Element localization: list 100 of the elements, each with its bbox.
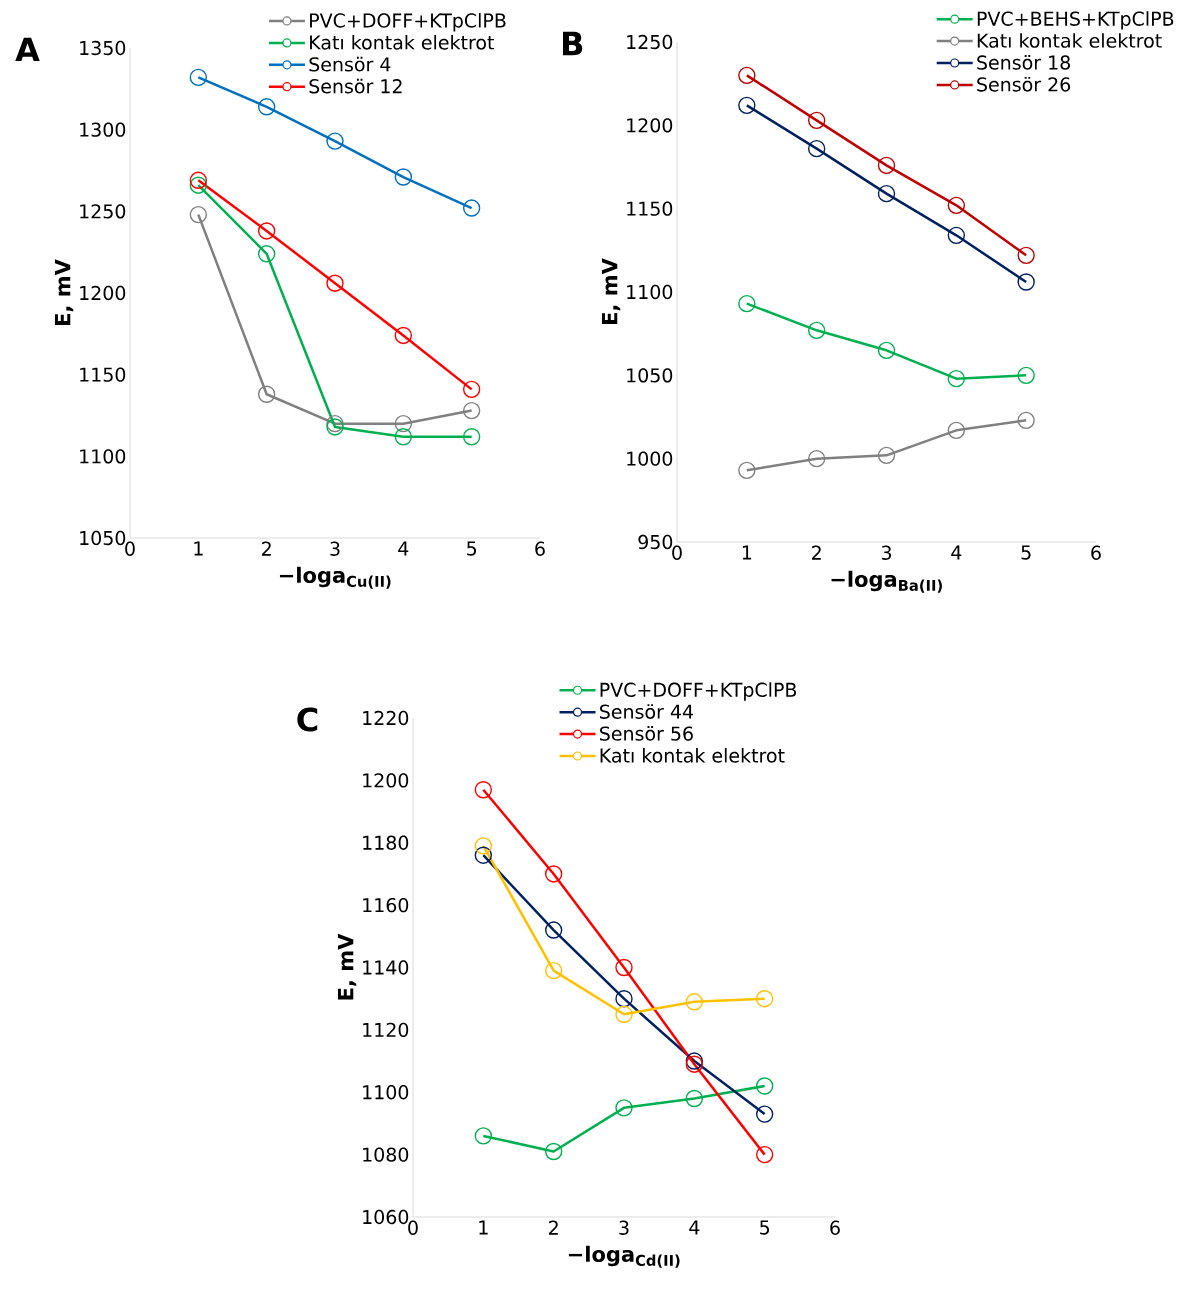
point [877, 341, 896, 360]
point [615, 1005, 633, 1023]
y-axis-title: E, mV [337, 933, 357, 1000]
chart-title: B [562, 31, 583, 56]
x-tick-label: 0 [408, 1220, 418, 1235]
point [189, 171, 208, 189]
point [474, 846, 493, 864]
y-tick-label: 1200 [627, 118, 673, 133]
point [189, 176, 208, 194]
y-tick-label: 1100 [80, 449, 126, 464]
x-tick-label: 2 [262, 541, 271, 556]
legend-label: Sensör 44 [600, 704, 694, 719]
point [474, 1127, 493, 1145]
y-tick-label: 1200 [80, 285, 126, 301]
x-axis-title: −loga$_{Ba(II)}$ [831, 570, 942, 593]
point [738, 96, 756, 115]
x-tick-label: 0 [672, 545, 682, 560]
legend-label: Sensör 26 [977, 76, 1071, 92]
chart-title: A [15, 37, 40, 62]
point [755, 989, 774, 1008]
x-tick-label: 5 [467, 541, 477, 556]
y-tick-label: 1120 [363, 1022, 409, 1038]
point [1017, 411, 1035, 430]
point [807, 111, 826, 130]
point [544, 921, 563, 939]
point [257, 245, 276, 263]
point [615, 1099, 633, 1117]
y-axis-title: E, mV [54, 259, 74, 325]
point [738, 66, 756, 85]
y-tick-label: 1000 [627, 451, 673, 466]
point [807, 139, 826, 158]
x-tick-label: 6 [1091, 545, 1101, 560]
legend-label: Sensör 4 [309, 56, 391, 72]
x-tick-label: 3 [619, 1220, 629, 1235]
legend-label: Katı kontak elektrot [310, 34, 494, 50]
point [685, 993, 704, 1011]
x-tick-label: 3 [330, 541, 340, 556]
point [326, 414, 344, 433]
y-tick-label: 1050 [80, 530, 126, 546]
x-tick-label: 2 [549, 1220, 558, 1235]
y-tick-label: 1140 [363, 960, 409, 975]
legend-label: Katı kontak elektrot [600, 748, 785, 763]
legend-label: Sensör 56 [600, 726, 693, 741]
x-tick-label: 6 [535, 541, 545, 556]
x-tick-label: 0 [125, 541, 135, 556]
point [257, 98, 276, 116]
point [755, 1077, 774, 1095]
point [462, 380, 481, 399]
point [544, 961, 563, 980]
x-tick-label: 1 [194, 541, 203, 556]
point [257, 385, 276, 403]
point [877, 446, 896, 465]
x-tick-label: 1 [742, 545, 752, 560]
point [947, 421, 966, 440]
x-tick-label: 2 [812, 545, 821, 560]
y-tick-label: 1160 [363, 897, 409, 913]
x-tick-label: 4 [951, 545, 962, 560]
point [326, 418, 344, 436]
point [685, 1089, 704, 1108]
legend-label: Sensör 12 [309, 78, 402, 94]
point [615, 989, 633, 1008]
x-axis-title: −loga$_{Cu(II)}$ [279, 566, 391, 589]
y-tick-label: 1200 [363, 773, 409, 788]
legend-label: PVC+DOFF+KTpClPB [600, 682, 797, 701]
y-tick-label: 1080 [363, 1147, 409, 1162]
y-tick-label: 1250 [627, 34, 673, 50]
x-tick-label: 5 [760, 1220, 770, 1235]
point [1017, 273, 1035, 291]
point [257, 222, 276, 240]
point [947, 369, 966, 388]
point [738, 461, 756, 480]
point [189, 68, 208, 87]
point [189, 205, 208, 224]
point [394, 414, 413, 433]
point [474, 837, 493, 855]
point [1017, 246, 1035, 265]
chart-title: C [297, 707, 318, 732]
point [615, 958, 633, 977]
y-tick-label: 1060 [363, 1209, 409, 1225]
point [1017, 366, 1035, 385]
point [544, 865, 563, 883]
x-tick-label: 6 [830, 1220, 840, 1235]
point [394, 326, 413, 345]
x-axis-title: −loga$_{Cd(II)}$ [568, 1245, 680, 1268]
point [326, 132, 344, 150]
legend-label: PVC+DOFF+KTpClPB [310, 13, 506, 32]
point [807, 449, 826, 468]
legend-label: PVC+BEHS+KTpClPB [977, 11, 1174, 30]
y-tick-label: 1100 [627, 284, 673, 300]
y-tick-label: 1150 [627, 201, 673, 216]
y-tick-label: 1350 [80, 40, 126, 56]
y-tick-label: 1250 [80, 204, 126, 219]
y-tick-label: 1050 [627, 368, 673, 383]
x-tick-label: 3 [881, 545, 892, 560]
point [877, 156, 896, 175]
x-tick-label: 5 [1021, 545, 1031, 560]
legend-label: Sensör 18 [977, 55, 1070, 70]
x-tick-label: 4 [689, 1220, 700, 1235]
legend-label: Katı kontak elektrot [977, 33, 1162, 48]
y-tick-label: 1300 [80, 122, 126, 137]
